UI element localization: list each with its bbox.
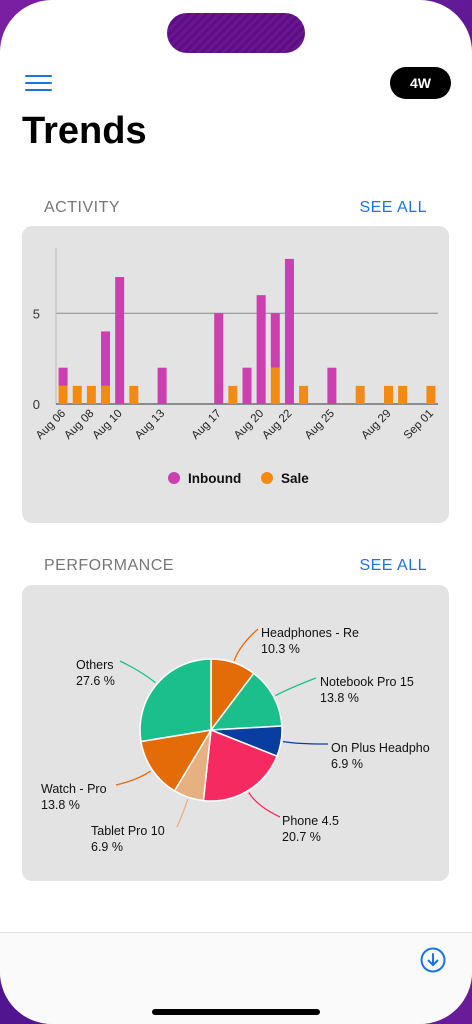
y-tick-label: 0 [33, 397, 40, 412]
pie-slice [209, 672, 283, 731]
legend-marker [261, 472, 273, 484]
x-tick-label: Aug 25 [303, 408, 337, 442]
pie-leader-line [119, 660, 156, 684]
bar-inbound [256, 295, 266, 404]
x-tick-label: Aug 10 [91, 408, 125, 442]
bar-inbound [101, 331, 111, 386]
pie-leader-line [176, 799, 189, 828]
pie-slice-label: Notebook Pro 15 [320, 675, 414, 689]
x-tick-label: Aug 06 [34, 408, 68, 442]
hamburger-icon[interactable] [25, 74, 53, 92]
pie-leader-line [248, 792, 281, 818]
performance-pie-chart: Headphones - Re 10.3 % Notebook Pro 15 13.8… [41, 626, 430, 854]
bar-sale [398, 385, 408, 404]
x-tick-label: Aug 29 [359, 408, 393, 442]
pie-slice-percent: 13.8 % [320, 691, 359, 705]
range-selector-button[interactable]: 4W [390, 67, 451, 99]
activity-section-title: ACTIVITY [44, 199, 121, 216]
bar-inbound [327, 367, 337, 404]
bar-sale [129, 385, 139, 404]
performance-section-title: PERFORMANCE [44, 557, 174, 574]
pie-slice-percent: 10.3 % [261, 642, 300, 656]
pie-slice-percent: 6.9 % [331, 757, 363, 771]
legend-label: Sale [281, 471, 309, 486]
pie-slice-label: Headphones - Re [261, 626, 359, 640]
bar-sale [86, 385, 96, 404]
pie-slice [202, 728, 278, 802]
performance-see-all-link[interactable]: SEE ALL [359, 557, 427, 574]
download-circle-icon[interactable] [420, 947, 446, 973]
x-tick-label: Sep 01 [402, 408, 436, 442]
pie-leader-line [275, 677, 317, 697]
activity-chart-card: 0 5 Aug 06 Aug 08 Aug 10 Aug 13 Aug 17 Aug 20 Au… [22, 226, 449, 523]
x-tick-label: Aug 13 [133, 408, 167, 442]
bar-inbound [214, 313, 224, 404]
pie-slice-label: Others [76, 658, 114, 672]
bar-sale [355, 385, 365, 404]
bottom-toolbar [0, 932, 472, 1024]
activity-see-all-link[interactable]: SEE ALL [359, 199, 427, 216]
x-tick-label: Aug 08 [62, 408, 96, 442]
bar-sale [426, 385, 436, 404]
dynamic-island [167, 13, 305, 53]
pie-slice-label: Phone 4.5 [282, 814, 339, 828]
pie-slice-percent: 27.6 % [76, 674, 115, 688]
pie-slice [139, 658, 212, 743]
x-tick-label: Aug 20 [232, 408, 266, 442]
bar-sale [228, 385, 238, 404]
pie-slice-percent: 20.7 % [282, 830, 321, 844]
page-title: Trends [22, 110, 147, 152]
pie-slice-percent: 13.8 % [41, 798, 80, 812]
pie-slice-label: Tablet Pro 10 [91, 824, 165, 838]
home-indicator [152, 1009, 320, 1015]
bar-inbound [284, 258, 294, 404]
bar-sale [270, 367, 280, 404]
legend-marker [168, 472, 180, 484]
x-tick-label: Aug 17 [190, 408, 224, 442]
pie-slice-label: Watch - Pro [41, 782, 107, 796]
bar-inbound [242, 367, 252, 404]
pie-slice-label: On Plus Headpho [331, 741, 430, 755]
bar-inbound [115, 277, 125, 404]
pie-slice-percent: 6.9 % [91, 840, 123, 854]
pie-slice [140, 728, 213, 792]
bar-sale [101, 385, 111, 404]
bar-sale [72, 385, 82, 404]
bar-sale [58, 385, 68, 404]
pie-leader-line [115, 770, 151, 786]
y-tick-label: 5 [33, 306, 40, 321]
performance-chart-card: Headphones - Re 10.3 % Notebook Pro 15 13.8… [22, 585, 449, 881]
bar-sale [299, 385, 309, 404]
bar-sale [383, 385, 393, 404]
pie-leader-line [282, 741, 329, 745]
bar-inbound [270, 313, 280, 368]
x-tick-label: Aug 22 [260, 408, 294, 442]
legend-label: Inbound [188, 471, 241, 486]
bar-inbound [157, 367, 167, 404]
pie-leader-line [233, 628, 259, 661]
bar-inbound [58, 367, 68, 386]
